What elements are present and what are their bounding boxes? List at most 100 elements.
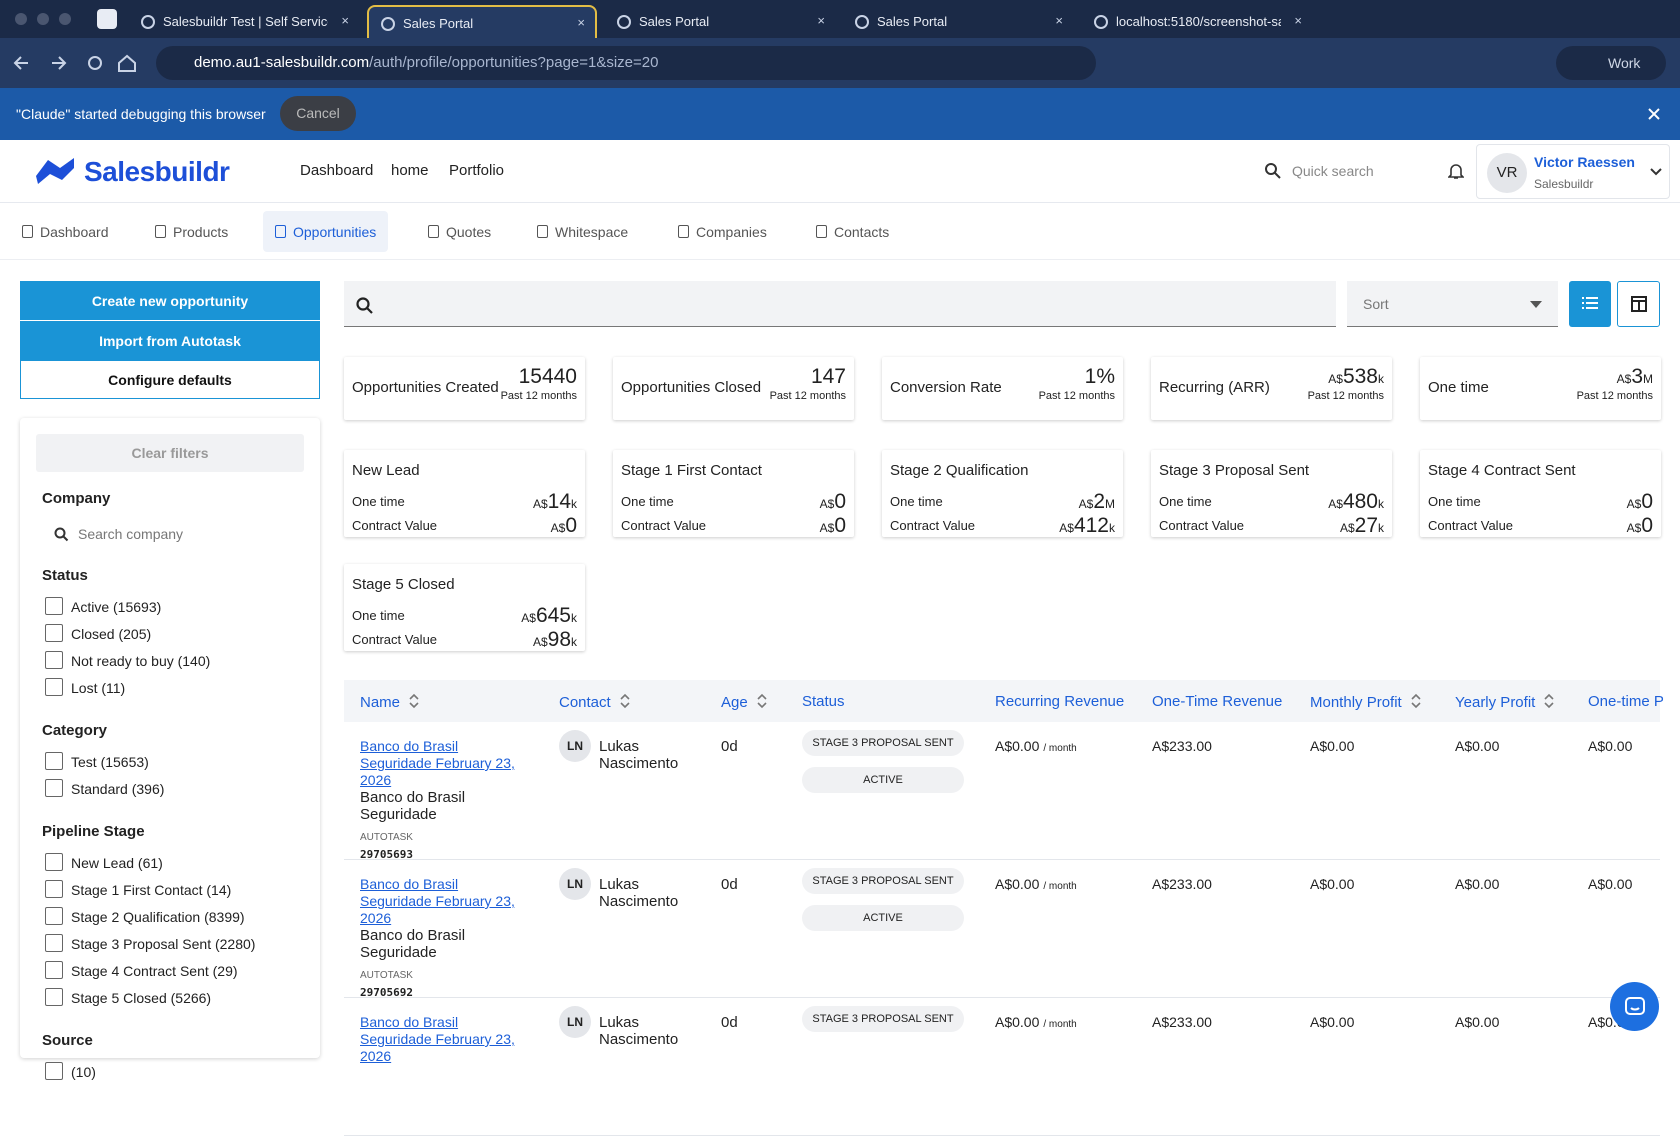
filter-option[interactable]: Stage 5 Closed (5266) [42,987,304,1014]
filter-option[interactable]: Stage 4 Contract Sent (29) [42,960,304,987]
tab-close[interactable]: × [1055,13,1063,28]
per-month: / month [1043,881,1077,892]
stage-card: Stage 4 Contract Sent One time A$0 Contract… [1420,450,1661,537]
option-label: Lost (11) [71,680,126,696]
board-view-button[interactable] [1617,281,1660,327]
tab-close[interactable]: × [341,13,349,28]
clear-filters[interactable]: Clear filters [36,434,304,472]
opportunity-link[interactable]: Banco do Brasil Seguridade February 23, … [360,876,515,926]
column-header[interactable]: Age [721,693,768,711]
header-nav-link[interactable]: Dashboard [300,162,374,179]
chat-button[interactable] [1610,982,1659,1031]
option-label: Standard (396) [71,781,165,797]
section-tab[interactable]: Dashboard [10,211,121,252]
sidebar-button[interactable]: Import from Autotask [20,320,320,360]
tab-close[interactable]: × [817,13,825,28]
sidebar-button[interactable]: Create new opportunity [20,281,320,320]
section-tab[interactable]: Quotes [416,211,503,252]
checkbox[interactable] [45,907,63,925]
checkbox[interactable] [45,988,63,1006]
sort-select[interactable]: Sort [1347,281,1558,327]
stage-row: One time A$645k [352,604,577,630]
value-suffix: k [571,635,577,649]
option-label: Stage 5 Closed (5266) [71,990,212,1006]
one-time-revenue: A$233.00 [1152,738,1212,754]
checkbox[interactable] [45,934,63,952]
column-header[interactable]: Name [360,693,420,711]
tab-title: Sales Portal [877,14,948,29]
column-header[interactable]: Yearly Profit [1455,693,1555,711]
user-menu[interactable]: VR Victor Raessen Salesbuildr [1476,144,1670,199]
checkbox[interactable] [45,597,63,615]
cancel-button[interactable]: Cancel [280,96,356,131]
opportunity-link[interactable]: Banco do Brasil Seguridade February 23, … [360,738,515,788]
list-view-button[interactable] [1569,281,1611,327]
browser-tab[interactable]: Sales Portal × [843,5,1073,38]
filter-option[interactable]: Not ready to buy (140) [42,650,304,677]
bell-icon[interactable] [1448,162,1464,180]
stat-period: Past 12 months [1576,390,1653,402]
browser-tab[interactable]: localhost:5180/screenshot-sa × [1082,5,1312,38]
checkbox[interactable] [45,752,63,770]
filter-option[interactable]: Stage 2 Qualification (8399) [42,906,304,933]
filter-option[interactable]: Active (15693) [42,596,304,623]
checkbox[interactable] [45,1062,63,1080]
close-icon[interactable] [1647,107,1661,121]
tab-group-icon[interactable] [97,9,117,29]
section-tab[interactable]: Opportunities [263,211,389,252]
recurring-cell: A$0.00/ month [995,738,1077,754]
window-controls [15,13,71,25]
stat-value: 1% Past 12 months [1039,365,1115,402]
filter-option[interactable]: Stage 3 Proposal Sent (2280) [42,933,304,960]
logo-text[interactable]: Salesbuildr [84,156,230,187]
checkbox[interactable] [45,880,63,898]
stat-period: Past 12 months [769,390,846,402]
checkbox[interactable] [45,624,63,642]
filter-option[interactable]: Test (15653) [42,751,304,778]
stage-row: One time A$14k [352,490,577,516]
header-nav-link[interactable]: Portfolio [449,162,505,179]
tab-label: Companies [696,224,767,240]
sidebar-button[interactable]: Configure defaults [20,360,320,399]
section-tab[interactable]: Products [143,211,240,252]
filter-option[interactable]: Stage 1 First Contact (14) [42,879,304,906]
filter-option[interactable]: (10) [42,1061,304,1088]
company-search[interactable]: Search company [42,519,304,549]
contact-cell: LN Lukas Nascimento [559,730,709,772]
filter-option[interactable]: Lost (11) [42,677,304,704]
checkbox[interactable] [45,853,63,871]
column-header[interactable]: Contact [559,693,631,711]
value: A$2M [1079,490,1115,514]
opportunity-link[interactable]: Banco do Brasil Seguridade February 23, … [360,1014,515,1064]
section-tab[interactable]: Contacts [804,211,901,252]
checkbox[interactable] [45,779,63,797]
url-bar[interactable]: demo.au1-salesbuildr.com/auth/profile/op… [156,46,1096,80]
nav-buttons[interactable] [12,52,142,74]
profile-chip[interactable]: Work [1556,46,1666,80]
tab-close[interactable]: × [577,15,585,30]
header-nav-link[interactable]: home [391,162,429,179]
column-header[interactable]: Monthly Profit [1310,693,1422,711]
value-number: 2 [1093,490,1105,513]
value: A$538k [1328,365,1384,388]
filter-option[interactable]: New Lead (61) [42,852,304,879]
browser-tab[interactable]: Salesbuildr Test | Self Service × [129,5,359,38]
section-tab[interactable]: Whitespace [525,211,640,252]
column-label: Age [721,694,748,711]
checkbox[interactable] [45,678,63,696]
section-tabs: Dashboard Products Opportunities Quotes Whit… [0,203,1680,260]
filter-option[interactable]: Closed (205) [42,623,304,650]
browser-tab[interactable]: Sales Portal × [367,5,597,38]
quick-search[interactable]: Quick search [1292,163,1374,179]
stage-card: New Lead One time A$14k Contract Value A$0 [344,450,585,537]
filter-option[interactable]: Standard (396) [42,778,304,805]
checkbox[interactable] [45,961,63,979]
tab-close[interactable]: × [1294,13,1302,28]
section-tab[interactable]: Companies [666,211,779,252]
search-input[interactable] [344,281,1336,327]
favicon [141,15,155,29]
value-suffix: M [1643,372,1653,386]
checkbox[interactable] [45,651,63,669]
stage-name: Stage 5 Closed [352,576,455,593]
browser-tab[interactable]: Sales Portal × [605,5,835,38]
